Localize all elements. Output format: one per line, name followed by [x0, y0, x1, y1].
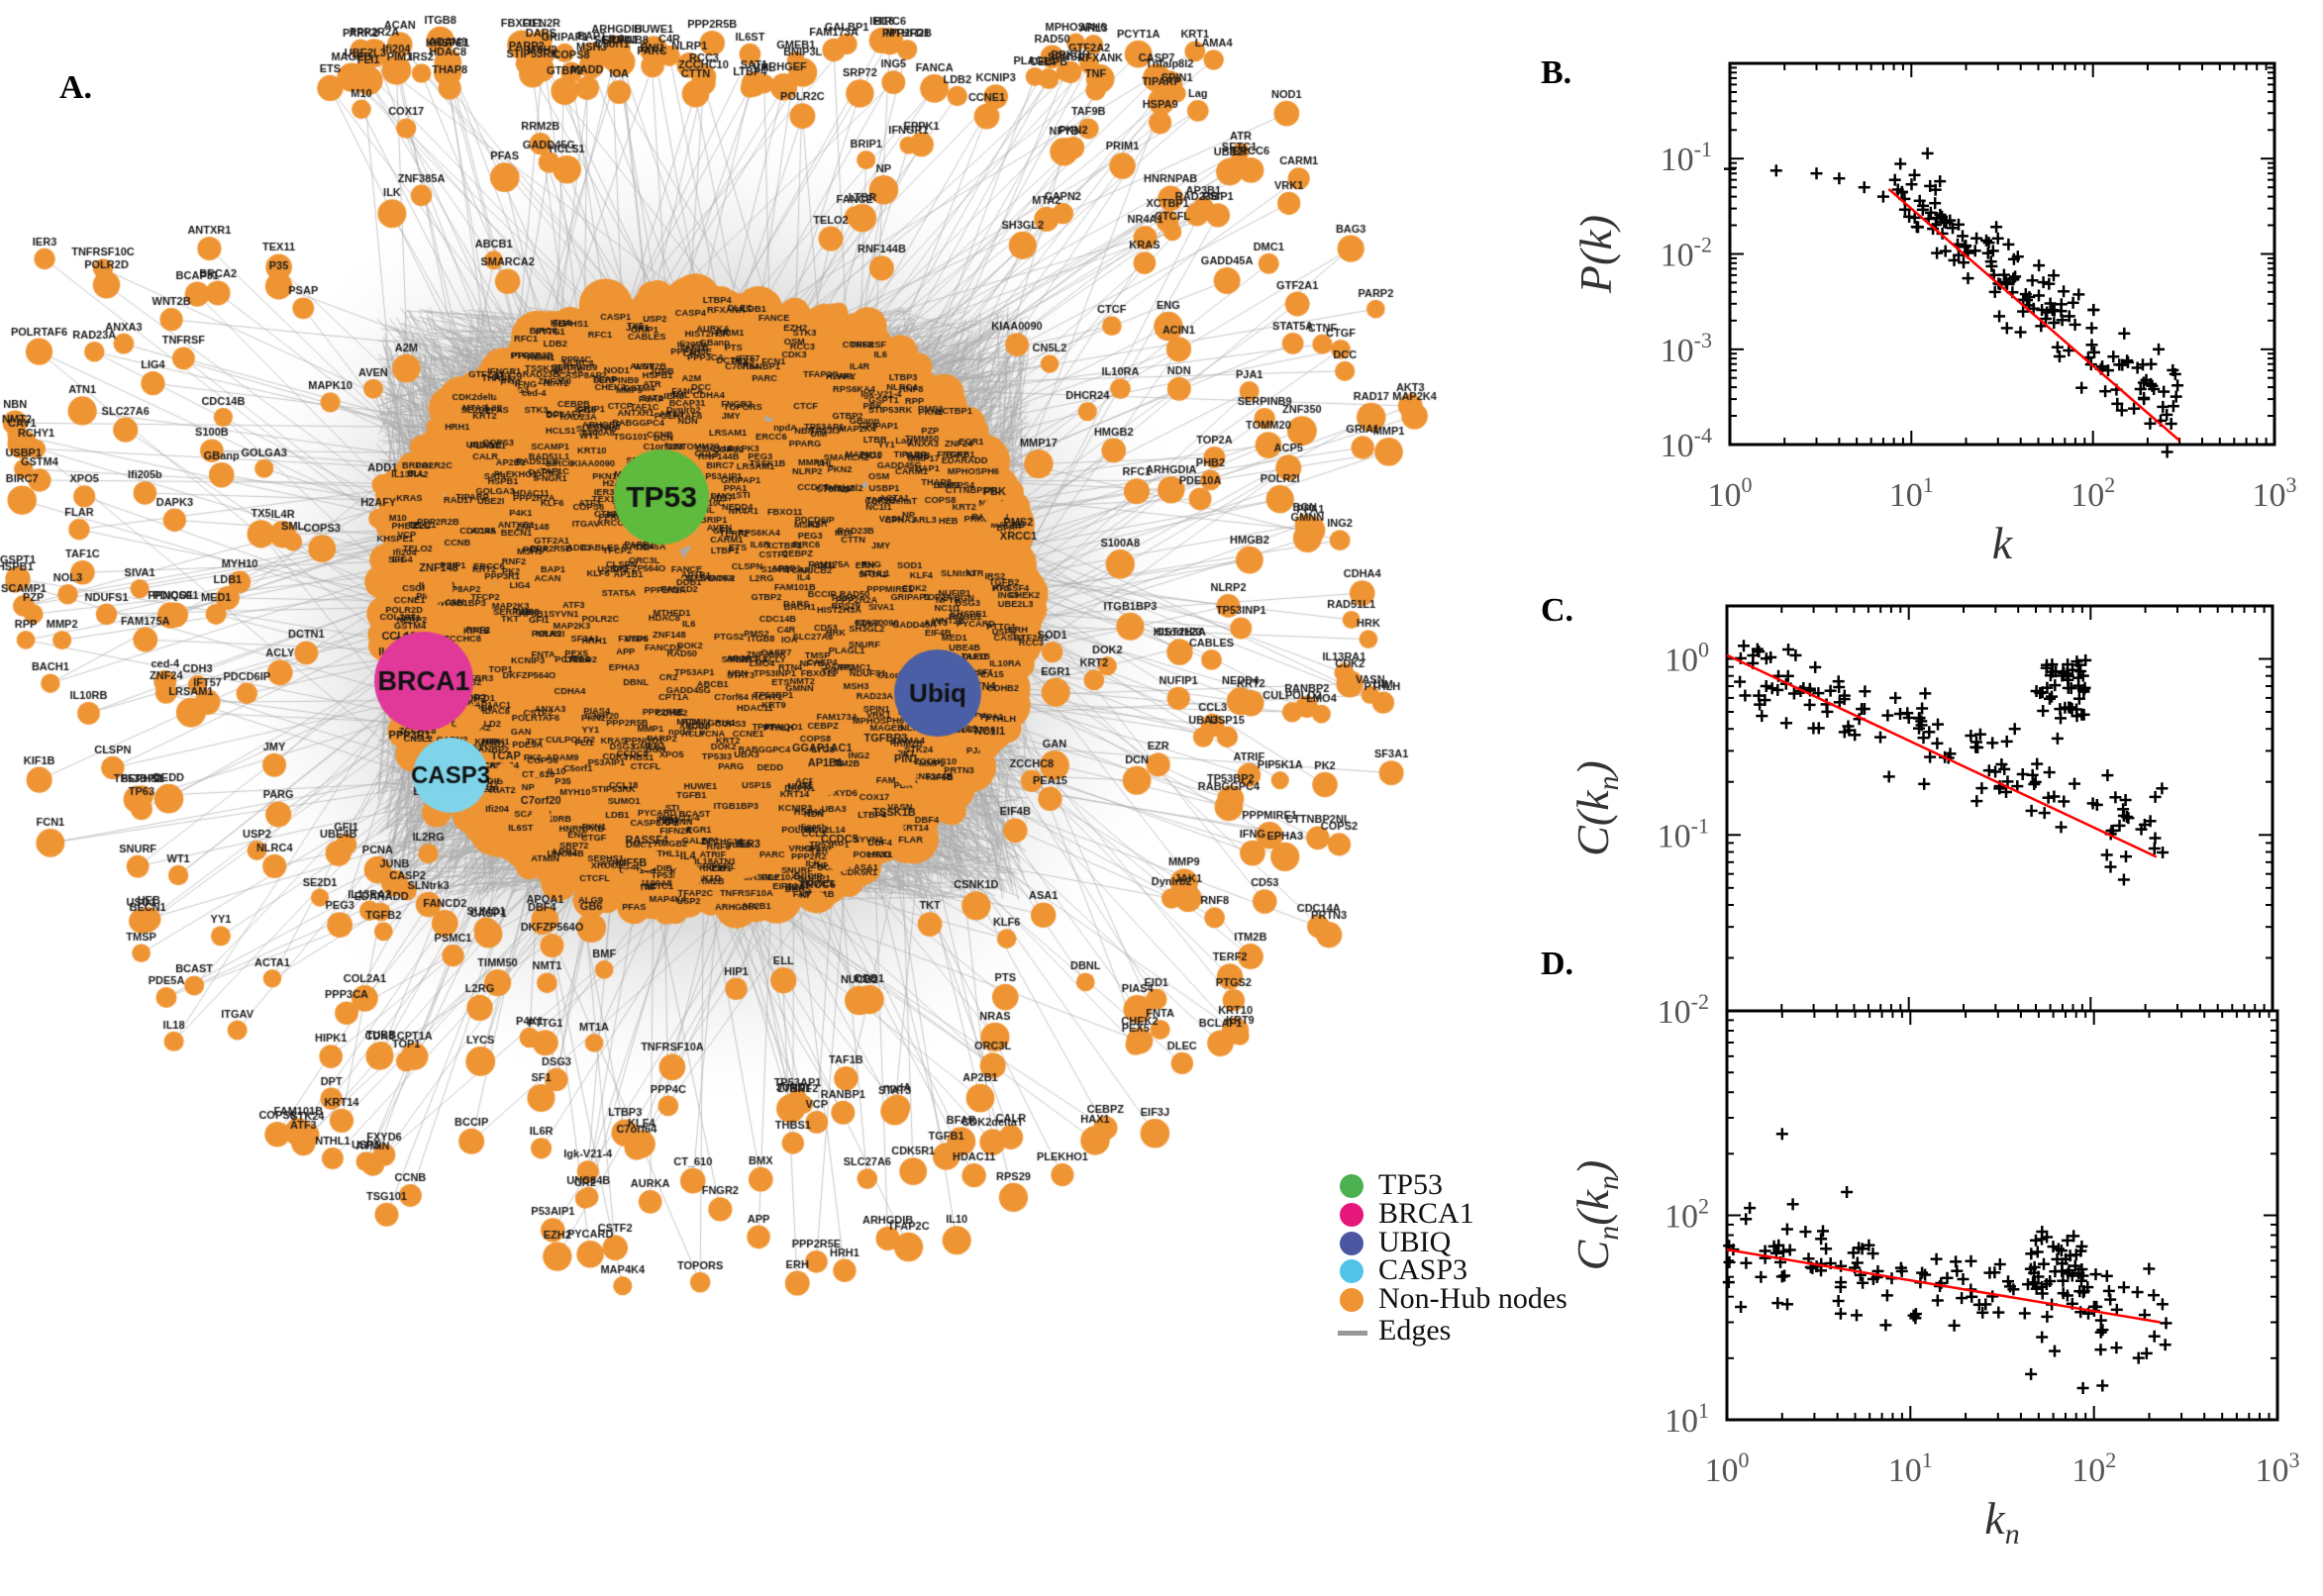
svg-text:C(kn): C(kn) [1567, 760, 1625, 856]
svg-text:103: 103 [2256, 1447, 2300, 1489]
svg-text:Cn(kn): Cn(kn) [1567, 1160, 1625, 1271]
svg-text:10-1: 10-1 [1661, 137, 1712, 178]
svg-text:102: 102 [2070, 472, 2115, 514]
svg-text:10-2: 10-2 [1661, 233, 1712, 274]
svg-text:101: 101 [1665, 1398, 1709, 1440]
svg-text:k: k [1992, 518, 2014, 568]
svg-text:100: 100 [1708, 472, 1753, 514]
svg-text:100: 100 [1665, 638, 1709, 679]
svg-text:100: 100 [1705, 1447, 1750, 1489]
svg-text:kn: kn [1984, 1493, 2019, 1550]
svg-text:101: 101 [1889, 472, 1934, 514]
svg-text:102: 102 [2071, 1447, 2116, 1489]
svg-text:10-1: 10-1 [1658, 813, 1709, 854]
svg-text:10-3: 10-3 [1661, 328, 1712, 369]
svg-text:P(k): P(k) [1570, 215, 1621, 294]
svg-text:10-4: 10-4 [1661, 423, 1712, 464]
svg-text:102: 102 [1665, 1194, 1709, 1236]
svg-text:101: 101 [1888, 1447, 1933, 1489]
svg-text:103: 103 [2253, 472, 2297, 514]
